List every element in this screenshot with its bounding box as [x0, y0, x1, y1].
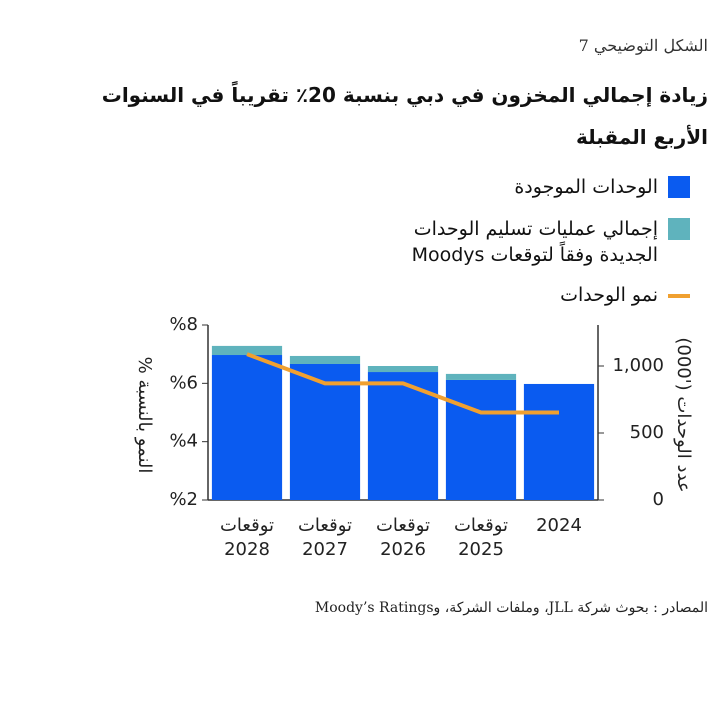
- bar: [211, 355, 283, 500]
- bar: [211, 345, 283, 356]
- y2-tick-label: 0: [653, 489, 664, 510]
- y2-tick-label: 500: [630, 422, 664, 443]
- y-axis-title: النمو بالنسبة %: [134, 357, 155, 474]
- y-tick-label: %2: [169, 489, 198, 510]
- bar: [289, 355, 361, 364]
- chart: النمو بالنسبة % عدد الوحدات ('000) %2 %4%…: [134, 314, 694, 510]
- x-tick-label: 2024: [536, 515, 582, 536]
- line: [246, 352, 559, 415]
- y2-tick-label: 1,000: [612, 355, 664, 376]
- legend-label: نمو الوحدات: [560, 284, 658, 306]
- chart-title: زيادة إجمالي المخزون في دبي بنسبة 20٪ تق…: [101, 83, 708, 149]
- bar: [367, 366, 439, 373]
- legend-label: إجمالي عمليات تسليم الوحدات الجديدة وفقا…: [411, 218, 658, 266]
- legend-label: الوحدات الموجودة: [514, 176, 658, 198]
- x-tick-label: توقعات 2028: [219, 515, 275, 560]
- bar: [445, 379, 517, 500]
- bar: [445, 373, 517, 380]
- x-tick-label: توقعات 2026: [375, 515, 431, 560]
- y-tick-label: %8: [169, 314, 198, 335]
- y2-axis-title: عدد الوحدات ('000): [673, 337, 694, 492]
- legend-item: نمو الوحدات: [358, 282, 690, 308]
- bar: [289, 363, 361, 500]
- bar: [523, 383, 595, 500]
- legend-swatch: [668, 294, 690, 298]
- legend-item: إجمالي عمليات تسليم الوحدات الجديدة وفقا…: [358, 216, 690, 268]
- figure-label: الشكل التوضيحي 7: [578, 36, 708, 55]
- x-tick-label: توقعات 2025: [453, 515, 509, 560]
- y-tick-label: %4: [169, 431, 198, 452]
- y-tick-label: %6: [169, 372, 198, 393]
- legend-item: الوحدات الموجودة: [358, 174, 690, 200]
- legend-swatch: [668, 176, 690, 198]
- legend-swatch: [668, 218, 690, 240]
- source-note: المصادر : بحوث شركة JLL، وملفات الشركة، …: [314, 600, 708, 616]
- x-tick-label: توقعات 2027: [297, 515, 353, 560]
